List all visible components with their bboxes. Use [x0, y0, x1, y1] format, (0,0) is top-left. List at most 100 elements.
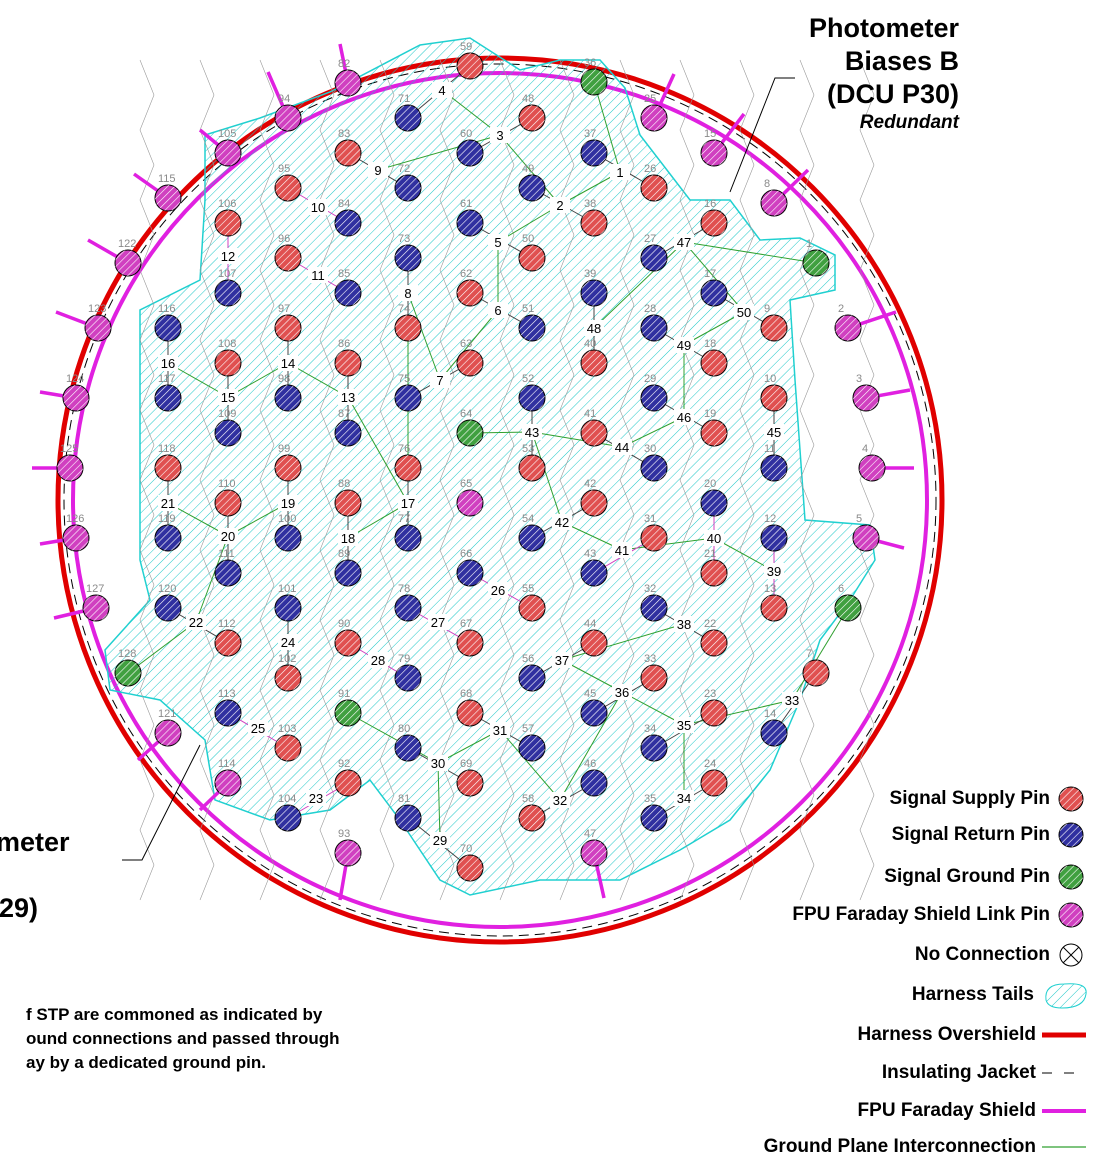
pin-number: 8	[764, 178, 770, 190]
pair-label-bg	[430, 372, 450, 388]
pin-123: 123	[84, 303, 112, 342]
pin-number: 31	[644, 513, 656, 525]
legend-signal-return-label: Signal Return Pin	[891, 824, 1050, 845]
pair-label: 19	[281, 496, 295, 511]
pin-36: 36	[580, 57, 608, 96]
pin-number: 128	[118, 648, 136, 660]
legend-overshield-label: Harness Overshield	[857, 1024, 1036, 1045]
cell-outline	[379, 59, 395, 901]
cell-outline	[499, 59, 515, 901]
pair-label: 3	[496, 128, 503, 143]
pin-114: 114	[214, 758, 242, 797]
pin-number: 5	[856, 513, 862, 525]
pin-105: 105	[214, 128, 242, 167]
pin-number: 83	[338, 128, 350, 140]
pin-8: 8	[760, 178, 788, 217]
pair-label-bg	[522, 424, 542, 440]
pin-number: 80	[398, 723, 410, 735]
pin-number: 51	[522, 303, 534, 315]
pair-label: 15	[221, 390, 235, 405]
pin-67: 67	[456, 618, 484, 657]
pin-number: 26	[644, 163, 656, 175]
pair-label-bg	[704, 530, 724, 546]
pin-number: 20	[704, 478, 716, 490]
pin-number: 54	[522, 513, 534, 525]
pin-number: 23	[704, 688, 716, 700]
pair-label-bg	[338, 530, 358, 546]
pin-57: 57	[518, 723, 546, 762]
pin-121: 121	[154, 708, 182, 747]
pair-label: 22	[189, 615, 203, 630]
pin-4: 4	[858, 443, 886, 482]
pin-number: 118	[158, 443, 176, 455]
pin-106: 106	[214, 198, 242, 237]
pin-14: 14	[760, 708, 788, 747]
no-connection-icon	[1059, 943, 1083, 967]
pin-number: 101	[278, 583, 296, 595]
pin-number: 77	[398, 513, 410, 525]
pin-number: 1	[806, 238, 812, 250]
ground-pin-feeder	[593, 81, 621, 173]
pair-label: 41	[615, 543, 629, 558]
pin-number: 107	[218, 268, 236, 280]
pin-109: 109	[214, 408, 242, 447]
pair-label-bg	[764, 563, 784, 579]
pin-104: 104	[274, 793, 302, 832]
callout-b-line1: Photometer	[808, 13, 959, 43]
pin-113: 113	[214, 688, 242, 727]
pin-number: 75	[398, 373, 410, 385]
pin-number: 76	[398, 443, 410, 455]
pin-51: 51	[518, 303, 546, 342]
pair-label: 1	[616, 165, 623, 180]
callout-a-line1: otometer	[0, 827, 70, 857]
pair-label-bg	[278, 355, 298, 371]
pair-label-bg	[218, 248, 238, 264]
pin-number: 24	[704, 758, 716, 770]
pair-label-bg	[306, 790, 326, 806]
pin-number: 85	[338, 268, 350, 280]
ground-plane-line	[195, 535, 229, 623]
pin-number: 88	[338, 478, 350, 490]
legend-signal-return: Signal Return Pin	[892, 820, 1086, 850]
callout-a-leader	[122, 744, 201, 861]
pin-number: 58	[522, 793, 534, 805]
cell-outline	[619, 59, 635, 901]
pair-label: 4	[438, 83, 445, 98]
note-line2: ound connections and passed through	[26, 1029, 340, 1048]
pin-94: 94	[274, 93, 302, 132]
pin-number: 96	[278, 233, 290, 245]
pin-68: 68	[456, 688, 484, 727]
pair-label-bg	[278, 634, 298, 650]
pin-75: 75	[394, 373, 422, 412]
callout-b-leader	[729, 77, 795, 193]
ground-pin-feeder	[127, 621, 197, 674]
ground-plane-line	[439, 309, 499, 381]
pin-number: 48	[522, 93, 534, 105]
pin-number: 124	[66, 373, 84, 385]
pin-number: 16	[704, 198, 716, 210]
pin-49: 49	[518, 163, 546, 202]
pair-label: 5	[494, 235, 501, 250]
legend-harness-tails-label: Harness Tails	[911, 984, 1034, 1005]
pin-62: 62	[456, 268, 484, 307]
pair-label: 31	[493, 723, 507, 738]
pin-number: 28	[644, 303, 656, 315]
pin-110: 110	[214, 478, 242, 517]
faraday-shield-line-icon	[1042, 1109, 1086, 1113]
pair-label: 23	[309, 791, 323, 806]
pin-number: 119	[158, 513, 176, 525]
legend-signal-supply: Signal Supply Pin	[890, 784, 1086, 814]
pin-number: 52	[522, 373, 534, 385]
pin-number: 36	[584, 57, 596, 69]
ground-plane-line	[437, 762, 441, 841]
faraday-link-pin-icon	[1058, 902, 1084, 928]
pair-label: 33	[785, 693, 799, 708]
pair-label: 34	[677, 791, 691, 806]
pair-label: 28	[371, 653, 385, 668]
pin-number: 64	[460, 408, 472, 420]
legend-jacket: Insulating Jacket	[882, 1058, 1086, 1088]
pair-label-bg	[308, 267, 328, 283]
pin-31: 31	[640, 513, 668, 552]
pin-number: 123	[88, 303, 106, 315]
pin-34: 34	[640, 723, 668, 762]
